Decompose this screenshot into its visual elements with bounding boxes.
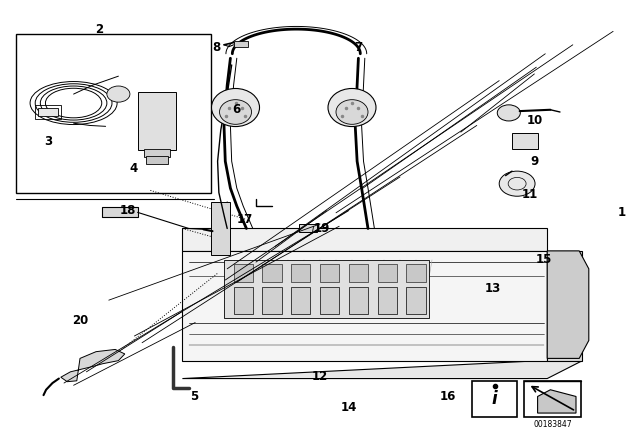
Bar	[211, 202, 230, 255]
Bar	[224, 260, 429, 318]
Bar	[146, 156, 168, 164]
Text: 19: 19	[314, 222, 330, 235]
Text: 13: 13	[484, 282, 501, 296]
Circle shape	[499, 171, 535, 196]
Ellipse shape	[220, 100, 252, 125]
Text: 7: 7	[355, 40, 362, 54]
Bar	[16, 34, 211, 193]
Bar	[138, 92, 176, 150]
Bar	[512, 133, 538, 149]
Polygon shape	[538, 390, 576, 413]
Text: 20: 20	[72, 314, 88, 327]
Bar	[291, 287, 310, 314]
Bar	[378, 287, 397, 314]
Text: 11: 11	[522, 188, 538, 202]
Text: 14: 14	[340, 401, 357, 414]
Ellipse shape	[328, 89, 376, 127]
Text: 17: 17	[237, 213, 253, 226]
Ellipse shape	[211, 89, 260, 127]
Polygon shape	[547, 251, 582, 361]
Circle shape	[497, 105, 520, 121]
Text: 15: 15	[536, 253, 552, 267]
Polygon shape	[182, 251, 547, 361]
Text: 3: 3	[44, 134, 52, 148]
Text: 16: 16	[440, 390, 456, 403]
Bar	[234, 41, 248, 47]
Bar	[524, 381, 581, 417]
Bar	[320, 287, 339, 314]
Bar	[472, 381, 517, 417]
Polygon shape	[547, 251, 589, 358]
Text: 1: 1	[618, 206, 626, 220]
Bar	[38, 108, 58, 116]
Bar	[320, 264, 339, 282]
Text: 12: 12	[312, 370, 328, 383]
Bar	[291, 264, 310, 282]
Text: i: i	[492, 390, 497, 408]
Text: 00183847: 00183847	[533, 420, 572, 429]
Ellipse shape	[336, 100, 368, 125]
Text: 2: 2	[95, 22, 103, 36]
Bar	[349, 287, 368, 314]
Text: 9: 9	[531, 155, 538, 168]
Text: 10: 10	[526, 114, 543, 128]
Bar	[234, 287, 253, 314]
Text: 8: 8	[212, 40, 221, 54]
Bar	[349, 264, 368, 282]
Text: 18: 18	[120, 204, 136, 217]
Bar	[102, 207, 138, 217]
Bar	[299, 224, 317, 232]
Text: 4: 4	[129, 161, 138, 175]
Polygon shape	[182, 228, 547, 251]
Bar	[406, 287, 426, 314]
Polygon shape	[182, 361, 582, 379]
Text: 5: 5	[190, 390, 198, 403]
Bar	[35, 105, 61, 119]
Bar	[406, 264, 426, 282]
Bar	[144, 149, 170, 157]
Bar	[378, 264, 397, 282]
Bar	[262, 287, 282, 314]
Bar	[262, 264, 282, 282]
Bar	[234, 264, 253, 282]
Circle shape	[107, 86, 130, 102]
Polygon shape	[61, 349, 125, 382]
Text: 6: 6	[233, 103, 241, 116]
